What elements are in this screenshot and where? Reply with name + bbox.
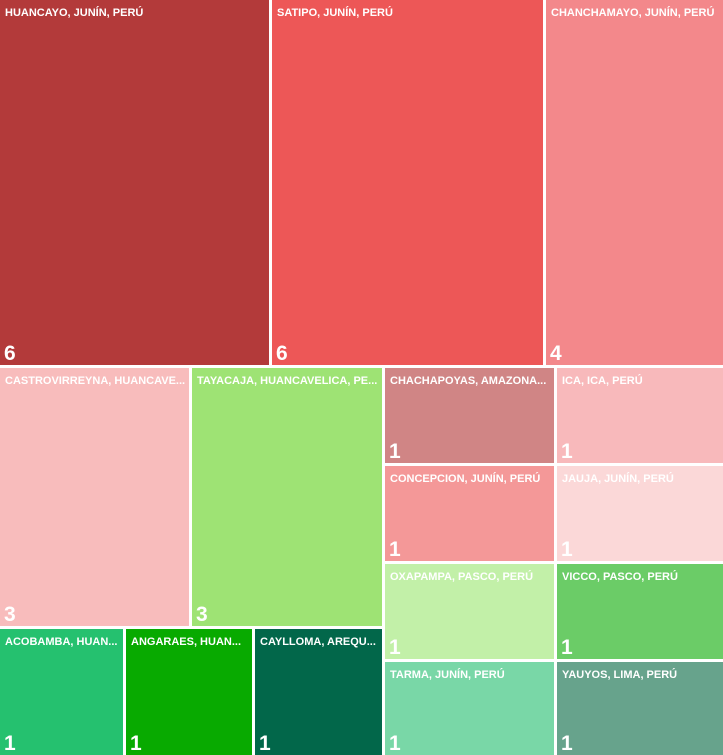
tile-value: 6 bbox=[276, 342, 288, 365]
tile[interactable] bbox=[0, 368, 189, 626]
tile[interactable] bbox=[385, 368, 554, 463]
tile-label: CHACHAPOYAS, AMAZONA... bbox=[390, 375, 546, 387]
tile-label: ACOBAMBA, HUAN... bbox=[5, 636, 117, 648]
tile-value: 1 bbox=[561, 440, 573, 463]
tile-value: 1 bbox=[561, 732, 573, 755]
tile[interactable] bbox=[557, 368, 723, 463]
tile-value: 6 bbox=[4, 342, 16, 365]
tile-label: OXAPAMPA, PASCO, PERÚ bbox=[390, 570, 533, 583]
tile-label: TARMA, JUNÍN, PERÚ bbox=[390, 668, 505, 681]
tile[interactable] bbox=[0, 629, 123, 755]
tile-value: 1 bbox=[561, 538, 573, 561]
tile-value: 1 bbox=[389, 440, 401, 463]
tile[interactable] bbox=[255, 629, 382, 755]
tile-label: TAYACAJA, HUANCAVELICA, PE... bbox=[197, 375, 377, 387]
tile-label: CONCEPCION, JUNÍN, PERÚ bbox=[390, 472, 540, 485]
tile-label: SATIPO, JUNÍN, PERÚ bbox=[277, 6, 393, 19]
tile[interactable] bbox=[546, 0, 723, 365]
tile-label: JAUJA, JUNÍN, PERÚ bbox=[562, 472, 674, 485]
tile[interactable] bbox=[557, 466, 723, 561]
tile-value: 4 bbox=[550, 342, 562, 365]
tile-value: 1 bbox=[389, 732, 401, 755]
tile-value: 1 bbox=[389, 636, 401, 659]
tile-value: 3 bbox=[4, 603, 16, 626]
tile[interactable] bbox=[385, 662, 554, 755]
tile[interactable] bbox=[0, 0, 269, 365]
tile-label: YAUYOS, LIMA, PERÚ bbox=[562, 668, 677, 681]
tile-label: ICA, ICA, PERÚ bbox=[562, 374, 643, 387]
tile-label: CHANCHAMAYO, JUNÍN, PERÚ bbox=[551, 6, 714, 19]
tile-value: 1 bbox=[130, 732, 142, 755]
tile[interactable] bbox=[192, 368, 382, 626]
tile[interactable] bbox=[385, 466, 554, 561]
tile-value: 3 bbox=[196, 603, 208, 626]
tile-value: 1 bbox=[4, 732, 16, 755]
tile[interactable] bbox=[385, 564, 554, 659]
tile[interactable] bbox=[557, 662, 723, 755]
tile-label: CASTROVIRREYNA, HUANCAVE... bbox=[5, 375, 185, 387]
tile-value: 1 bbox=[259, 732, 271, 755]
tile-label: CAYLLOMA, AREQU... bbox=[260, 636, 376, 648]
tile-label: ANGARAES, HUAN... bbox=[131, 636, 241, 648]
tile-value: 1 bbox=[561, 636, 573, 659]
tile-label: VICCO, PASCO, PERÚ bbox=[562, 570, 678, 583]
tile[interactable] bbox=[126, 629, 252, 755]
tile-value: 1 bbox=[389, 538, 401, 561]
tile[interactable] bbox=[557, 564, 723, 659]
tile-label: HUANCAYO, JUNÍN, PERÚ bbox=[5, 6, 143, 19]
tile[interactable] bbox=[272, 0, 543, 365]
